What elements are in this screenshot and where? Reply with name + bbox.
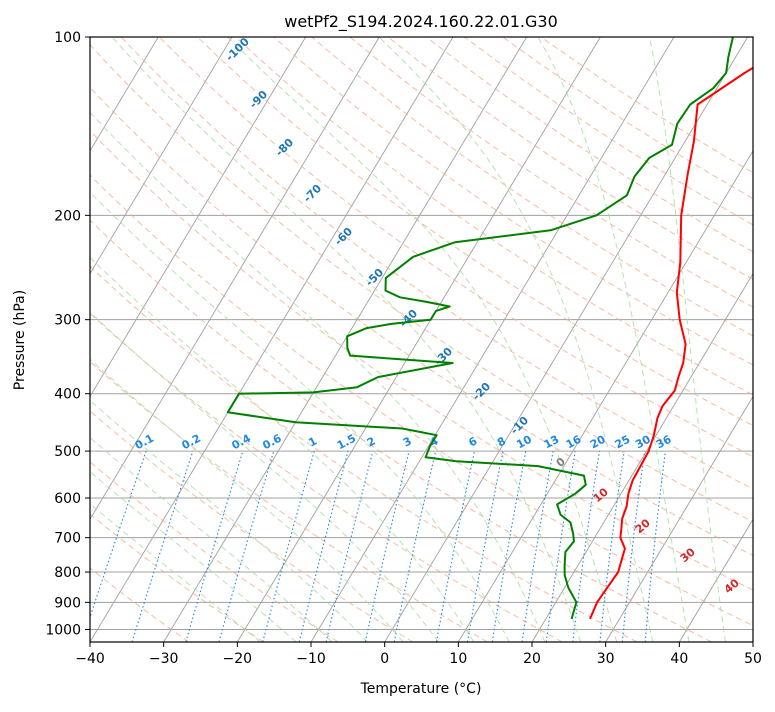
y-tick-label: 900 xyxy=(54,595,81,611)
y-axis-label: Pressure (hPa) xyxy=(12,290,28,390)
mixing-ratio-line xyxy=(263,451,315,642)
dry-adiabat-label: -50 xyxy=(363,266,386,289)
dry-adiabat-label: -70 xyxy=(301,182,324,205)
dry-adiabat-line xyxy=(0,37,189,642)
moist-adiabat-label: 20 xyxy=(633,516,653,536)
x-tick-label: −40 xyxy=(75,651,105,667)
isotherm-line xyxy=(0,37,306,642)
profile-series xyxy=(228,37,775,619)
y-tick-label: 300 xyxy=(54,313,81,329)
mixing-ratio-label: 0.4 xyxy=(230,432,254,453)
mixing-ratio-line xyxy=(522,451,553,642)
moist-adiabat-line xyxy=(0,37,260,642)
moist-adiabat-label: 30 xyxy=(678,545,698,565)
moist-adiabat-label: 10 xyxy=(591,485,611,505)
mixing-ratio-label: 8 xyxy=(495,434,508,449)
x-axis: −40 −30 −20 −10 0 10 20 30 40 50 xyxy=(75,642,762,667)
moist-adiabat-line xyxy=(0,37,403,642)
dry-adiabat-label: -40 xyxy=(397,307,420,330)
x-tick-label: 40 xyxy=(670,651,688,667)
dry-adiabat-line xyxy=(45,37,775,642)
x-tick-label: 30 xyxy=(597,651,615,667)
background-lines xyxy=(0,37,775,642)
x-axis-label: Temperature (°C) xyxy=(360,681,482,697)
y-tick-label: 400 xyxy=(54,387,81,403)
dry-adiabat-line xyxy=(0,37,264,642)
y-tick-label: 800 xyxy=(54,565,81,581)
dry-adiabat-line xyxy=(350,37,775,642)
dry-adiabat-line xyxy=(426,37,775,642)
y-tick-label: 600 xyxy=(54,491,81,507)
isotherm-line xyxy=(16,37,379,642)
dry-adiabat-label: -80 xyxy=(273,136,296,159)
isotherm-line xyxy=(0,37,11,642)
dry-adiabat-line xyxy=(388,37,775,642)
y-axis: 100 200 300 400 500 600 700 800 900 1000 xyxy=(45,30,90,638)
x-tick-label: 0 xyxy=(380,651,389,667)
dry-adiabat-line xyxy=(0,37,413,642)
isotherm-line xyxy=(0,37,232,642)
isotherm-line xyxy=(90,37,453,642)
mixing-ratio-line xyxy=(573,451,600,642)
dry-adiabat-label: -20 xyxy=(470,380,493,403)
mixing-ratio-label: 1 xyxy=(306,434,319,449)
mixing-ratio-label: 36 xyxy=(654,433,674,452)
isotherm-line xyxy=(311,37,674,642)
isotherm-line xyxy=(458,37,775,642)
y-tick-label: 200 xyxy=(54,208,81,224)
isotherm-line xyxy=(753,37,775,642)
mixing-ratio-label: 25 xyxy=(613,433,633,452)
mixing-ratio-label: 0.2 xyxy=(180,432,203,453)
y-tick-label: 700 xyxy=(54,531,81,547)
dry-adiabat-line xyxy=(274,37,775,642)
mixing-ratio-line xyxy=(186,451,243,642)
dry-adiabat-line xyxy=(0,37,338,642)
moist-adiabat-line xyxy=(0,37,332,642)
dry-adiabat-line xyxy=(0,37,712,642)
isotherm-line xyxy=(164,37,527,642)
dry-adiabat-line xyxy=(0,37,488,642)
mixing-ratio-label: 0.6 xyxy=(260,432,284,453)
moist-adiabat-line xyxy=(0,37,438,642)
x-tick-label: 50 xyxy=(744,651,762,667)
mixing-ratio-label: 2 xyxy=(365,434,378,449)
x-tick-label: −30 xyxy=(149,651,179,667)
mixing-ratio-label: 13 xyxy=(542,433,562,452)
dry-adiabat-label: -60 xyxy=(332,225,355,248)
moist-adiabat-line xyxy=(0,37,474,642)
x-tick-label: 10 xyxy=(449,651,467,667)
dry-adiabat-line xyxy=(0,37,562,642)
mixing-ratio-label: 16 xyxy=(564,433,584,452)
x-tick-label: 20 xyxy=(523,651,541,667)
moist-adiabat-line xyxy=(25,37,545,642)
x-tick-label: −10 xyxy=(296,651,326,667)
mixing-ratio-line xyxy=(600,451,624,642)
y-tick-label: 500 xyxy=(54,444,81,460)
moist-adiabat-line xyxy=(0,37,368,642)
moist-adiabat-line xyxy=(379,37,653,642)
chart-title: wetPf2_S194.2024.160.22.01.G30 xyxy=(284,12,558,32)
mixing-ratio-label: 3 xyxy=(401,434,414,449)
moist-adiabat-line xyxy=(538,37,689,642)
temperature-line xyxy=(590,37,775,619)
dry-adiabat-line xyxy=(0,37,775,642)
x-tick-label: −20 xyxy=(223,651,253,667)
mixing-ratio-line xyxy=(365,451,409,642)
moist-adiabat-label: 40 xyxy=(722,576,742,596)
dry-adiabat-label: -100 xyxy=(223,35,252,64)
y-tick-label: 100 xyxy=(54,30,81,46)
dry-adiabat-label: -90 xyxy=(247,88,270,111)
moist-adiabat-line xyxy=(0,37,509,642)
mixing-ratio-label: 0.1 xyxy=(133,432,156,453)
y-tick-label: 1000 xyxy=(45,622,81,638)
